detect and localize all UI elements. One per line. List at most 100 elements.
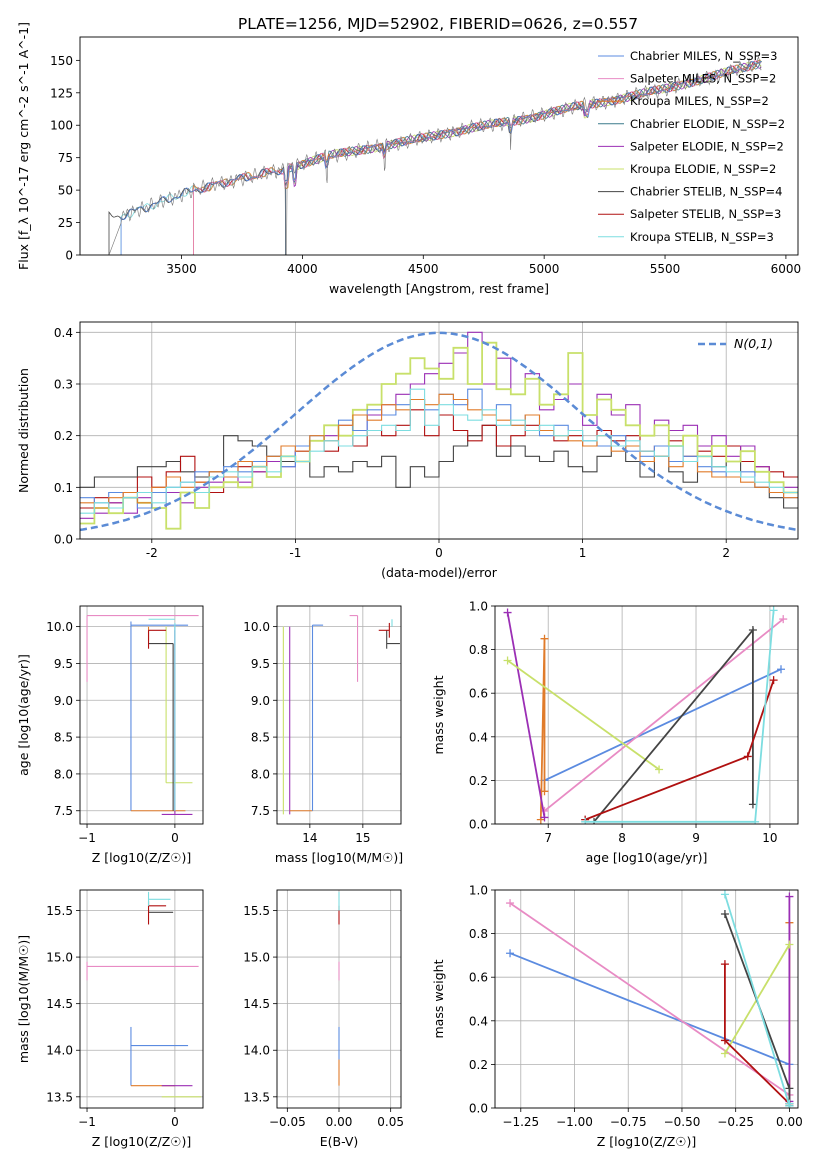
- point-marker: [785, 1084, 794, 1093]
- legend-label: Chabrier ELODIE, N_SSP=2: [630, 117, 785, 131]
- point-marker: [581, 817, 590, 824]
- point-marker: [748, 625, 757, 634]
- y-axis-label: mass weight: [431, 959, 446, 1038]
- y-tick-label: 0.0: [469, 1102, 488, 1116]
- x-tick-label: −0.25: [717, 1115, 754, 1129]
- x-tick-label: −1.00: [556, 1115, 593, 1129]
- y-tick-label: 15.0: [243, 951, 270, 965]
- y-tick-label: 0.4: [469, 730, 488, 744]
- point-marker: [751, 817, 760, 824]
- mass_age-marks: [282, 615, 400, 815]
- y-tick-label: 7.5: [54, 804, 73, 818]
- spectrum-model-kroupa_elodie: [285, 61, 762, 255]
- age_weight-marks: [503, 606, 788, 824]
- x-axis-label: Z [log10(Z/Z☉)]: [92, 1134, 192, 1149]
- y-tick-label: 14.5: [46, 997, 73, 1011]
- x-tick-label: 3500: [166, 262, 197, 276]
- x-tick-label: 0.00: [776, 1115, 803, 1129]
- x-axis-label: mass [log10(M/M☉)]: [275, 850, 403, 865]
- y-tick-label: 14.0: [243, 1044, 270, 1058]
- age_weight-axes: 7 8 9 10 0.0 0.2 0.4 0.6 0.8 1.0: [469, 600, 798, 845]
- residuals-frame: [79, 321, 799, 540]
- line-salpeter_stelib: [724, 964, 791, 1105]
- histogram-kroupa_stelib: [80, 388, 798, 514]
- y-tick-label: 150: [50, 54, 73, 68]
- y-tick-label: 15.5: [46, 904, 73, 918]
- x-axis-label: E(B-V): [320, 1134, 359, 1149]
- mass_age-axes: 14 15 7.5 8.0 8.5 9.0 9.5 10.0: [243, 606, 401, 845]
- point-marker: [777, 665, 786, 674]
- legend-label: Kroupa STELIB, N_SSP=3: [630, 230, 774, 244]
- legend-label: Chabrier MILES, N_SSP=3: [630, 49, 777, 63]
- x-tick-label: 10: [762, 831, 777, 845]
- point-marker: [785, 892, 794, 901]
- x-axis-label: Z [log10(Z/Z☉)]: [92, 850, 192, 865]
- y-axis-label: mass [log10(M/M☉)]: [16, 935, 31, 1063]
- legend-label: Salpeter ELODIE, N_SSP=2: [630, 139, 784, 153]
- x-tick-label: 6000: [771, 262, 802, 276]
- line-chabrier_miles: [509, 952, 790, 1066]
- legend-label: Kroupa MILES, N_SSP=2: [630, 94, 769, 108]
- z_age-frame: [79, 605, 204, 825]
- y-tick-label: 0.4: [469, 1014, 488, 1028]
- y-tick-label: 15.0: [46, 951, 73, 965]
- x-tick-label: 4500: [408, 262, 439, 276]
- point-marker: [655, 765, 664, 774]
- x-tick-label: 0: [171, 831, 179, 845]
- x-tick-label: 2: [722, 546, 730, 560]
- y-tick-label: 125: [50, 86, 73, 100]
- y-axis-label: mass weight: [431, 675, 446, 754]
- y-tick-label: 9.0: [251, 694, 270, 708]
- x-axis-label: (data-model)/error: [381, 565, 498, 580]
- y-tick-label: 9.5: [54, 657, 73, 671]
- y-tick-label: 0.8: [469, 643, 488, 657]
- point-marker: [779, 615, 788, 624]
- x-axis-label: wavelength [Angstrom, rest frame]: [329, 281, 549, 296]
- point-marker: [769, 606, 778, 615]
- y-tick-label: 0.0: [469, 818, 488, 832]
- point-marker: [769, 676, 778, 685]
- x-tick-label: 1: [579, 546, 587, 560]
- spectrum-model-salpeter_elodie: [285, 62, 762, 255]
- spectrum-model-chabrier_elodie: [285, 60, 762, 255]
- y-tick-label: 7.5: [251, 804, 270, 818]
- y-tick-label: 100: [50, 119, 73, 133]
- z_mass-frame: [79, 889, 204, 1109]
- y-tick-label: 0.4: [54, 326, 73, 340]
- point-marker: [540, 813, 549, 822]
- y-tick-label: 75: [58, 151, 73, 165]
- y-tick-label: 0.1: [54, 481, 73, 495]
- y-tick-label: 9.5: [251, 657, 270, 671]
- point-marker: [720, 960, 729, 969]
- y-tick-label: 1.0: [469, 600, 488, 614]
- spectrum-lines: [108, 56, 762, 255]
- z_weight-frame: [494, 889, 799, 1109]
- y-tick-label: 25: [58, 216, 73, 230]
- y-tick-label: 0.2: [54, 429, 73, 443]
- x-tick-label: −0.75: [610, 1115, 647, 1129]
- x-tick-label: 8: [618, 831, 626, 845]
- line-salpeter_miles: [509, 902, 790, 1096]
- z_mass-axes: −1 0 13.5 14.0 14.5 15.0 15.5: [46, 890, 203, 1129]
- y-tick-label: 13.5: [46, 1090, 73, 1104]
- point-marker: [720, 890, 729, 899]
- y-tick-label: 9.0: [54, 694, 73, 708]
- residual-histograms: [80, 331, 798, 532]
- y-tick-label: 0.6: [469, 687, 488, 701]
- line-kroupa_elodie: [507, 659, 660, 771]
- point-marker: [720, 909, 729, 918]
- y-tick-label: 8.0: [251, 767, 270, 781]
- point-marker: [743, 752, 752, 761]
- y-tick-label: 15.5: [243, 904, 270, 918]
- point-marker: [506, 949, 515, 958]
- x-tick-label: −1: [78, 1115, 96, 1129]
- x-tick-label: -2: [146, 546, 158, 560]
- line-chabrier_stelib: [593, 627, 754, 823]
- y-tick-label: 10.0: [46, 620, 73, 634]
- point-marker: [503, 608, 512, 617]
- y-tick-label: 8.0: [54, 767, 73, 781]
- x-tick-label: −1.25: [502, 1115, 539, 1129]
- y-axis-label: Flux [f_λ 10^-17 erg cm^-2 s^-1 A^-1]: [16, 22, 31, 270]
- x-tick-label: 9: [692, 831, 700, 845]
